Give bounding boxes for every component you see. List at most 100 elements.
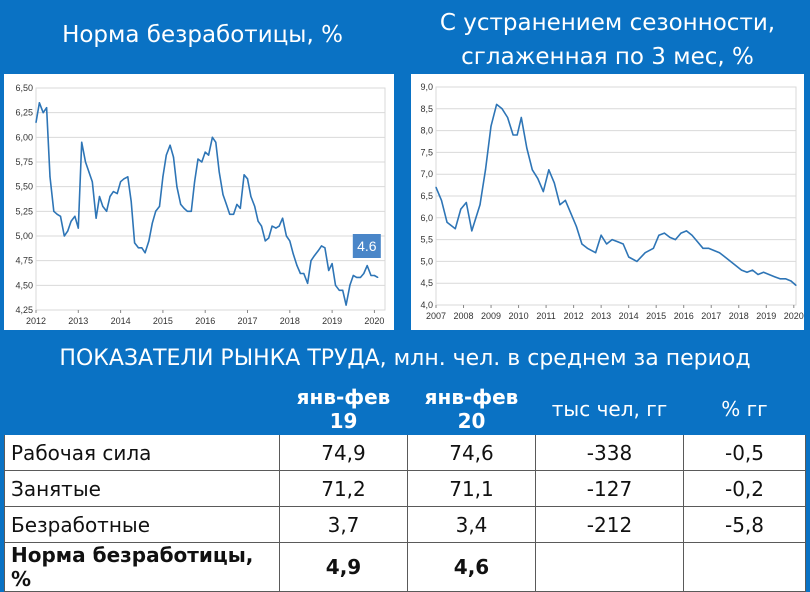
data-point bbox=[334, 284, 337, 286]
data-point bbox=[526, 147, 528, 149]
data-point bbox=[790, 280, 792, 282]
data-point bbox=[246, 178, 249, 180]
left-chart-title: Норма безработицы, % bbox=[62, 22, 343, 48]
data-point bbox=[644, 252, 646, 254]
data-point bbox=[377, 276, 379, 279]
cell-jan-feb-20: 3,4 bbox=[407, 506, 536, 543]
data-point bbox=[165, 154, 167, 156]
data-point bbox=[359, 276, 362, 279]
data-point bbox=[484, 169, 487, 171]
y-tick-label: 5,5 bbox=[420, 235, 433, 245]
data-point bbox=[531, 169, 533, 171]
row-label: Норма безработицы, % bbox=[4, 542, 280, 592]
data-point bbox=[320, 245, 323, 247]
table-row: Рабочая сила 74,9 74,6 -338 -0,5 bbox=[4, 434, 806, 471]
table-title: ПОКАЗАТЕЛИ РЫНКА ТРУДА, млн. чел. в сред… bbox=[59, 346, 751, 371]
annotation-box bbox=[352, 234, 381, 258]
data-point bbox=[328, 269, 330, 272]
data-point bbox=[669, 236, 671, 239]
data-point bbox=[446, 221, 448, 223]
data-point bbox=[685, 230, 688, 232]
x-tick-label: 2013 bbox=[68, 316, 88, 326]
data-point bbox=[257, 220, 259, 222]
data-point bbox=[201, 161, 203, 163]
data-point bbox=[310, 260, 312, 262]
data-point bbox=[144, 252, 146, 254]
data-point bbox=[123, 178, 125, 180]
data-point bbox=[155, 210, 157, 212]
data-point bbox=[586, 247, 588, 249]
data-point bbox=[236, 203, 238, 206]
cell-percent-change: -0,5 bbox=[683, 434, 806, 471]
data-point bbox=[225, 203, 227, 206]
data-point bbox=[366, 265, 368, 267]
data-point bbox=[729, 260, 732, 262]
x-tick-label: 2015 bbox=[153, 316, 173, 326]
data-point bbox=[465, 201, 467, 204]
data-point bbox=[553, 182, 555, 184]
x-tick-label: 2014 bbox=[111, 316, 131, 326]
cell-thousand-change: -338 bbox=[535, 434, 684, 471]
x-tick-label: 2019 bbox=[756, 311, 776, 321]
data-point bbox=[88, 171, 90, 173]
x-tick-label: 2020 bbox=[364, 316, 384, 326]
y-tick-label: 4,75 bbox=[15, 256, 33, 266]
x-tick-label: 2008 bbox=[454, 311, 474, 321]
cell-jan-feb-20: 74,6 bbox=[407, 434, 536, 471]
y-tick-label: 6,25 bbox=[15, 108, 33, 118]
data-point bbox=[183, 207, 185, 209]
data-point bbox=[512, 134, 514, 136]
data-point bbox=[271, 225, 273, 227]
cell-percent-change bbox=[683, 542, 806, 592]
data-point bbox=[495, 103, 498, 106]
row-label: Занятые bbox=[4, 470, 280, 507]
header-percent-change: % гг bbox=[683, 383, 806, 435]
data-point bbox=[151, 222, 153, 224]
y-tick-label: 4,0 bbox=[420, 300, 433, 310]
data-point bbox=[98, 195, 101, 198]
data-point bbox=[537, 177, 539, 180]
data-point bbox=[158, 205, 161, 207]
data-point bbox=[190, 210, 192, 212]
data-point bbox=[278, 225, 280, 227]
data-point bbox=[784, 278, 787, 280]
data-point bbox=[435, 186, 437, 188]
data-point bbox=[260, 225, 263, 227]
data-point bbox=[204, 151, 206, 153]
row-label: Безработные bbox=[4, 506, 280, 543]
data-point bbox=[63, 235, 65, 237]
cell-jan-feb-19: 74,9 bbox=[279, 434, 408, 471]
right-chart-title: С устранением сезонности, сглаженная по … bbox=[405, 6, 810, 74]
data-point bbox=[186, 210, 189, 212]
data-point bbox=[148, 240, 150, 242]
data-point bbox=[501, 108, 503, 110]
data-point bbox=[102, 205, 104, 207]
data-point bbox=[112, 191, 115, 193]
data-point bbox=[120, 181, 122, 183]
cell-percent-change: -0,2 bbox=[683, 470, 806, 507]
cell-thousand-change: -127 bbox=[535, 470, 684, 507]
data-point bbox=[707, 247, 710, 249]
cell-jan-feb-19: 4,9 bbox=[279, 542, 408, 592]
data-point bbox=[575, 225, 577, 228]
data-point bbox=[197, 158, 199, 160]
data-point bbox=[35, 121, 37, 124]
data-point bbox=[215, 141, 217, 143]
data-point bbox=[194, 181, 196, 183]
data-point bbox=[59, 215, 62, 217]
y-tick-label: 6,5 bbox=[420, 191, 433, 201]
data-point bbox=[38, 102, 40, 104]
x-tick-label: 2009 bbox=[481, 311, 501, 321]
data-point bbox=[460, 208, 462, 210]
data-point bbox=[162, 176, 164, 178]
data-point bbox=[331, 263, 333, 265]
data-point bbox=[67, 230, 69, 232]
y-tick-label: 4,5 bbox=[420, 278, 433, 288]
data-point bbox=[345, 304, 347, 306]
y-tick-label: 5,00 bbox=[15, 231, 33, 241]
data-point bbox=[762, 271, 765, 273]
x-tick-label: 2014 bbox=[619, 311, 639, 321]
annotation-value: 4.6 bbox=[357, 238, 377, 254]
y-tick-label: 6,50 bbox=[15, 83, 33, 93]
y-tick-label: 7,0 bbox=[420, 169, 433, 179]
